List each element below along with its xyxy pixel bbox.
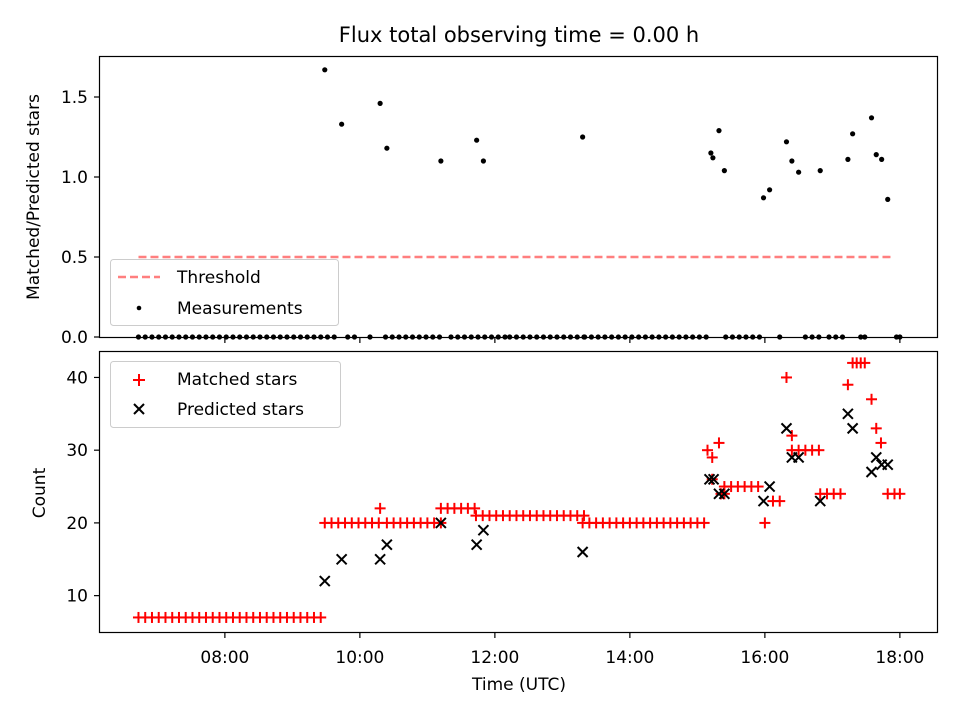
measurement-point	[438, 158, 444, 164]
measurement-point	[580, 134, 586, 140]
x-tick-label: 18:00	[875, 648, 924, 668]
x-tick-label: 16:00	[740, 648, 789, 668]
predicted-star-marker	[335, 553, 348, 565]
predicted-star-marker	[814, 495, 826, 507]
matched-star-marker	[374, 502, 386, 514]
predicted-star-marker	[763, 480, 776, 493]
matched-star-marker	[752, 481, 764, 493]
matched-star-marker	[698, 517, 710, 529]
measurement-point	[789, 158, 795, 164]
matched-star-marker	[469, 502, 481, 514]
matched-star-marker	[774, 495, 786, 507]
bottom-y-tick-label: 40	[66, 368, 88, 388]
matched-star-marker	[578, 510, 590, 522]
matched-star-marker	[759, 517, 771, 529]
measurement-point	[721, 168, 727, 174]
predicted-star-marker	[842, 408, 854, 420]
predicted-star-marker	[477, 524, 490, 536]
measurement-point	[710, 155, 716, 161]
measurement-point	[868, 115, 875, 121]
top-y-tick-label: 1.5	[61, 88, 88, 108]
matched-star-marker	[834, 488, 846, 500]
predicted-star-marker	[576, 546, 589, 558]
predicted-star-marker	[319, 575, 331, 587]
bottom-legend-box	[110, 361, 341, 428]
measurement-point	[873, 152, 879, 158]
matched-star-marker	[813, 444, 825, 456]
matched-stars-legend-swatch	[133, 374, 145, 386]
predicted-star-marker	[470, 539, 483, 551]
measurement-point	[339, 121, 345, 127]
measurement-point	[850, 131, 856, 137]
top-y-tick-label: 1.0	[61, 168, 88, 188]
predicted-stars-legend-swatch	[133, 403, 145, 415]
measurements-legend-label: Measurements	[177, 299, 303, 319]
top-legend-box	[110, 259, 339, 326]
predicted-star-marker	[374, 553, 386, 565]
bottom-plot-frame	[98, 350, 939, 634]
measurement-point	[377, 100, 383, 106]
x-tick-label: 12:00	[470, 648, 519, 668]
predicted-star-marker	[757, 495, 770, 507]
predicted-stars-legend-label: Predicted stars	[177, 400, 304, 420]
predicted-star-marker	[846, 422, 859, 435]
predicted-star-marker	[707, 473, 720, 485]
matched-star-marker	[859, 357, 871, 369]
measurement-point	[783, 139, 790, 145]
measurement-point	[845, 156, 851, 162]
measurement-point	[708, 150, 714, 156]
predicted-star-marker	[435, 517, 447, 529]
measurement-point	[879, 156, 885, 162]
matched-star-marker	[894, 488, 906, 500]
measurement-point	[767, 187, 773, 193]
measurement-point	[384, 145, 390, 151]
x-tick-label: 14:00	[605, 648, 654, 668]
measurements-legend-swatch	[136, 305, 142, 311]
matched-star-marker	[870, 422, 882, 434]
predicted-star-marker	[865, 466, 878, 478]
matched-star-marker	[780, 371, 792, 383]
bottom-legend: Matched stars Predicted stars	[110, 361, 341, 428]
matched-star-marker	[706, 451, 718, 463]
predicted-star-marker	[792, 451, 805, 464]
predicted-star-marker	[381, 539, 393, 551]
measurement-point	[322, 67, 328, 73]
measurement-point	[796, 169, 802, 175]
predicted-star-marker	[870, 451, 882, 464]
bottom-plot: 10 20 30 40 08:00 10:00 12:00 14:00 16:00 18:00	[66, 357, 924, 668]
top-plot-frame	[98, 55, 939, 339]
measurement-point	[760, 195, 767, 201]
predicted-star-marker	[703, 473, 716, 485]
predicted-star-marker	[780, 422, 793, 435]
matched-star-marker	[702, 444, 713, 456]
bottom-y-tick-label: 30	[66, 441, 88, 461]
matched-stars-legend-label: Matched stars	[177, 370, 297, 390]
top-y-axis-label: Matched/Predicted stars	[24, 94, 44, 300]
measurement-point	[480, 158, 486, 164]
threshold-legend-label: Threshold	[176, 268, 261, 288]
matched-star-marker	[786, 430, 798, 442]
chart-title: Flux total observing time = 0.00 h	[339, 23, 699, 47]
matched-star-marker	[875, 437, 887, 449]
bottom-y-axis-label: Count	[30, 467, 50, 518]
bottom-y-tick-label: 20	[66, 514, 88, 534]
measurement-point	[817, 168, 823, 174]
top-y-tick-label: 0.0	[61, 328, 88, 348]
measurement-point	[885, 196, 891, 202]
bottom-y-tick-label: 10	[66, 587, 88, 607]
measurement-point	[716, 128, 722, 134]
matched-star-marker	[315, 611, 327, 623]
x-tick-label: 08:00	[200, 648, 249, 668]
x-tick-label: 10:00	[335, 648, 384, 668]
matched-star-marker	[713, 437, 725, 449]
top-legend: Threshold Measurements	[110, 259, 339, 326]
top-y-tick-label: 0.5	[61, 248, 88, 268]
x-axis-label: Time (UTC)	[471, 675, 566, 695]
predicted-star-marker	[718, 488, 731, 500]
matched-star-marker	[842, 379, 854, 391]
measurement-point	[474, 137, 480, 143]
matched-star-marker	[866, 393, 878, 405]
predicted-star-marker	[882, 459, 894, 471]
